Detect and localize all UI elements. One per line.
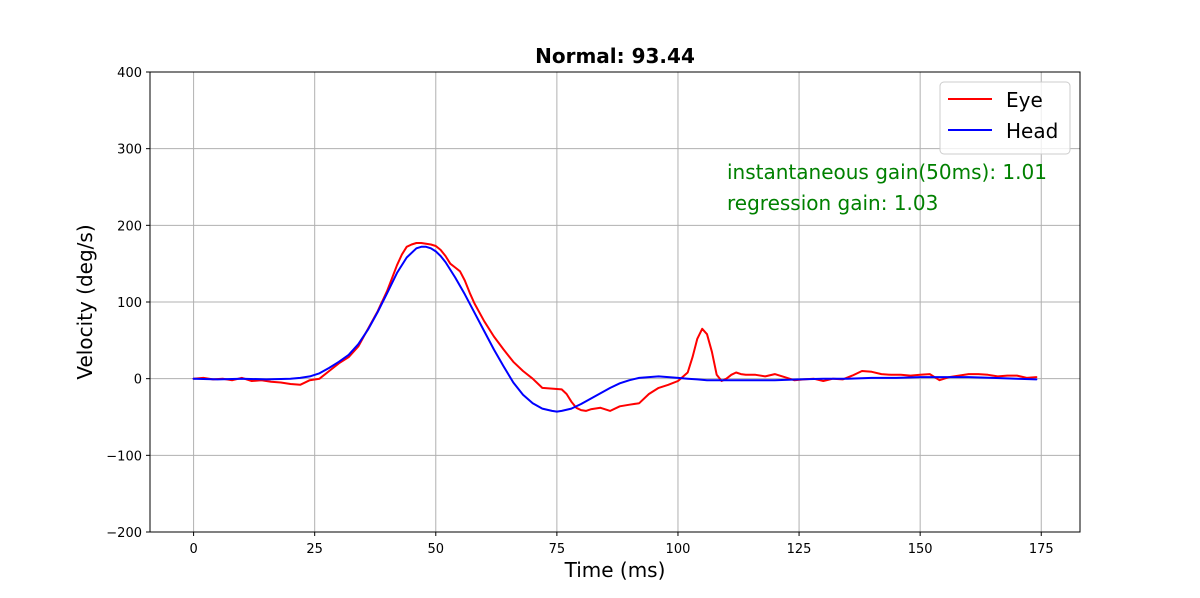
y-tick-label: 100 [117,296,142,311]
x-axis-label: Time (ms) [564,558,666,582]
y-axis-label: Velocity (deg/s) [73,224,97,379]
legend-head-label: Head [1006,119,1058,143]
x-tick-label: 0 [189,542,197,557]
y-tick-label: −200 [106,526,142,541]
axis-ticks: 0 25 50 75 100 125 150 175 −200 −100 0 100 200 300 400 [106,66,1053,557]
legend: Eye Head [939,81,1071,155]
x-tick-label: 175 [1029,542,1054,557]
x-tick-label: 100 [666,542,691,557]
regression-gain-annotation: regression gain: 1.03 [727,191,938,215]
series-lines [192,242,1038,413]
y-tick-label: 300 [117,143,142,158]
x-tick-label: 75 [549,542,566,557]
series-line-head [192,245,1038,413]
instantaneous-gain-annotation: instantaneous gain(50ms): 1.01 [727,160,1047,184]
y-tick-label: −100 [106,449,142,464]
y-tick-label: 0 [134,373,142,388]
x-tick-label: 150 [908,542,933,557]
chart-title: Normal: 93.44 [535,44,695,68]
y-tick-label: 200 [117,219,142,234]
x-tick-label: 25 [306,542,323,557]
legend-box [939,81,1071,155]
x-tick-label: 125 [787,542,812,557]
x-tick-label: 50 [428,542,445,557]
y-tick-label: 400 [117,66,142,81]
legend-eye-label: Eye [1006,88,1043,112]
